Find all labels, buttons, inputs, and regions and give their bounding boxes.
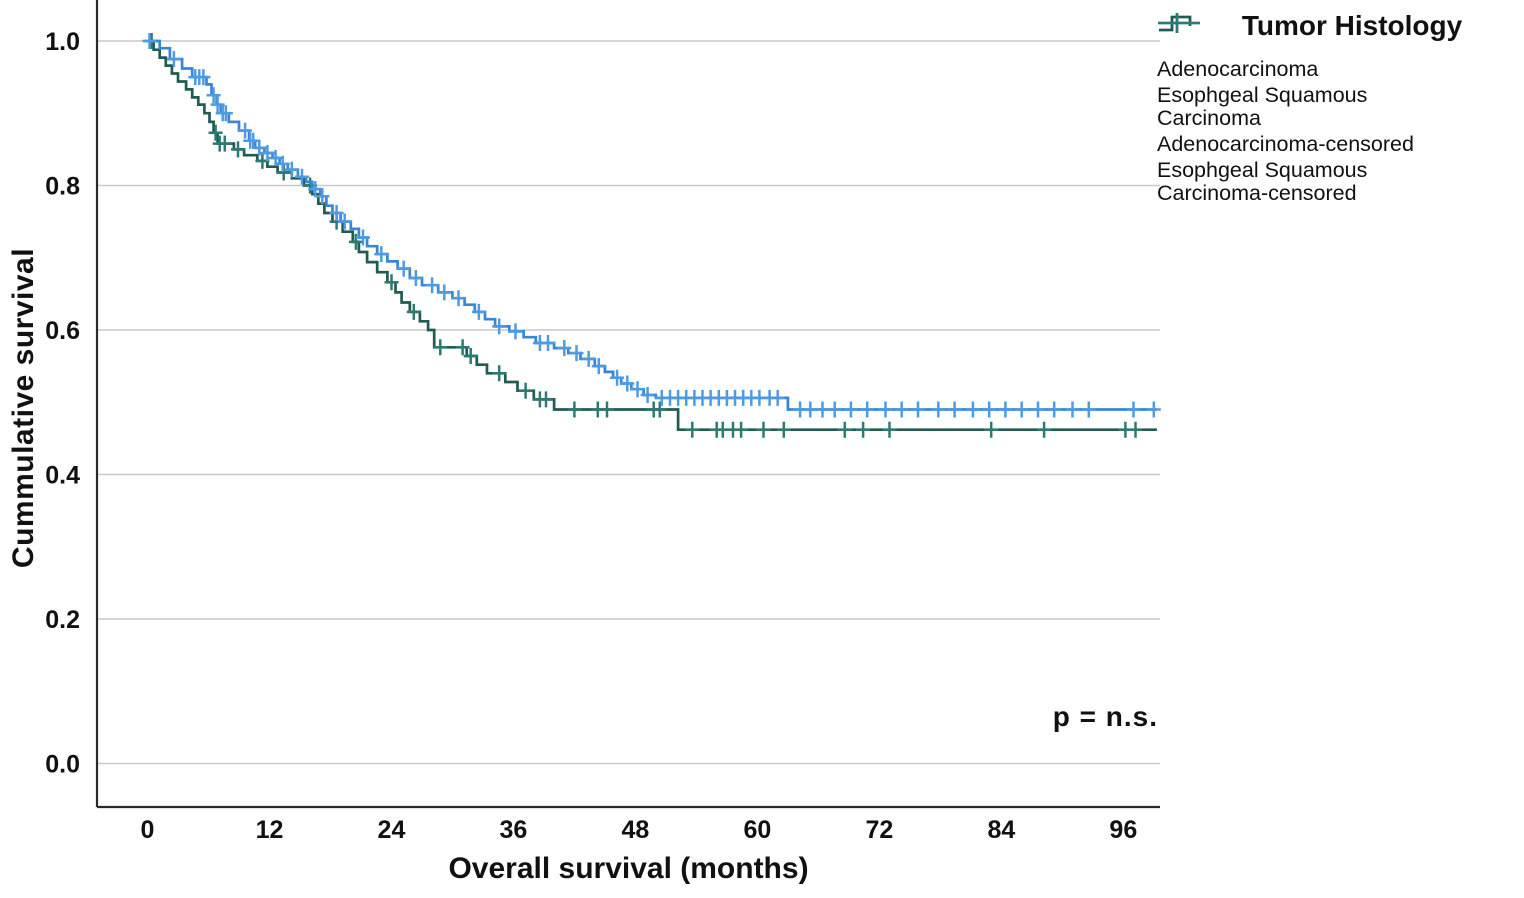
legend-item-escc: Esophgeal Squamous Carcinoma xyxy=(1157,15,1523,131)
y-tick-label: 0.0 xyxy=(45,751,80,779)
x-tick-label: 72 xyxy=(865,816,893,844)
x-tick-label: 96 xyxy=(1109,816,1137,844)
x-tick-label: 48 xyxy=(622,816,650,844)
y-tick-label: 0.8 xyxy=(45,173,80,201)
legend-items: Adenocarcinoma Esophgeal Squamous Carcino… xyxy=(1157,13,1523,206)
legend: Tumor Histology Adenocarcinoma Esophgeal … xyxy=(1157,10,1523,208)
grid-lines xyxy=(97,40,1160,765)
p-value-annotation: p = n.s. xyxy=(1052,701,1158,732)
x-tick-label: 0 xyxy=(141,816,155,844)
legend-item-escc-censored: Esophgeal Squamous Carcinoma-censored xyxy=(1157,13,1523,206)
x-tick-label: 36 xyxy=(500,816,528,844)
legend-title: Tumor Histology xyxy=(1241,10,1463,41)
series-adeno xyxy=(142,33,1161,418)
y-tick-label: 0.2 xyxy=(45,606,80,634)
y-tick-label: 1.0 xyxy=(45,28,80,56)
x-tick-labels: 0 12 24 36 48 60 72 84 96 xyxy=(141,816,1138,844)
legend-item-adeno-censored: Adenocarcinoma-censored xyxy=(1157,13,1523,157)
y-tick-labels: 0.0 0.2 0.4 0.6 0.8 1.0 xyxy=(45,28,80,779)
adeno-survival-curve xyxy=(147,39,1157,411)
x-axis-title: Overall survival (months) xyxy=(448,852,809,885)
y-tick-label: 0.4 xyxy=(45,462,80,490)
censored-marker-swatch-icon xyxy=(1158,13,1200,33)
x-tick-label: 12 xyxy=(256,816,284,844)
legend-item-label: Esophgeal Squamous Carcinoma xyxy=(1157,82,1368,131)
adeno-censor-marks xyxy=(142,33,1161,418)
step-line-swatch-icon xyxy=(1159,15,1192,32)
series-escc xyxy=(144,33,1157,438)
escc-censor-marks xyxy=(144,33,1143,438)
escc-survival-curve xyxy=(147,39,1157,432)
x-tick-label: 60 xyxy=(743,816,771,844)
x-tick-label: 24 xyxy=(378,816,406,844)
legend-item-adeno: Adenocarcinoma xyxy=(1157,15,1523,82)
legend-item-label: Adenocarcinoma xyxy=(1157,57,1319,81)
x-tick-label: 84 xyxy=(987,816,1015,844)
y-tick-label: 0.6 xyxy=(45,317,80,345)
legend-item-label: Adenocarcinoma-censored xyxy=(1157,131,1414,156)
legend-item-label: Esophgeal Squamous Carcinoma-censored xyxy=(1157,157,1368,206)
y-axis-title: Cummulative survival xyxy=(7,247,40,569)
